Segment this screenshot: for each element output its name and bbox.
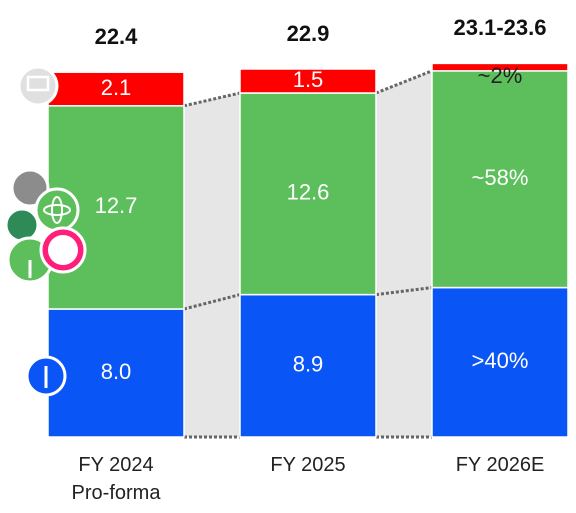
atom-glyph [51,196,63,224]
people-glyph [48,235,78,265]
value-label: ~2% [478,63,523,88]
value-label: ~58% [472,165,529,190]
connector-area [184,93,240,437]
bar-segment [239,92,377,296]
connector-line [183,91,241,108]
total-label: 22.4 [95,24,139,49]
bar-segment [47,308,185,438]
x-tick-label: FY 2026E [455,454,545,476]
bar-segment [47,71,185,107]
bar-segment [431,286,569,438]
value-label: >40% [472,348,529,373]
x-tick-label: FY 2024 Pro-forma [71,454,161,504]
bar-segment [431,62,569,72]
value-label: 8.9 [293,352,324,377]
value-label: 8.0 [101,359,132,384]
connector-area [376,70,432,437]
value-label: 2.1 [101,75,132,100]
total-label: 23.1-23.6 [454,15,547,40]
value-label: 12.7 [95,193,138,218]
value-label: 1.5 [293,67,324,92]
laptop-icon [17,65,59,107]
bar-segment [239,293,377,438]
small-icon [4,207,40,243]
bar-segment [239,68,377,94]
laptop-glyph [26,75,50,92]
bar-segment [431,70,569,289]
total-label: 22.9 [287,21,330,46]
x-tick-label: FY 2025 [270,454,346,476]
atom-glyph [43,204,71,216]
atom-icon [34,187,80,233]
connector-line [375,69,433,95]
connector-line [375,286,433,297]
marks: 8.0 12.7 2.1 22.4 8.9 12.6 1.5 22.9 >40% ~58% ~2% 2… [47,15,569,439]
value-label: 12.6 [287,180,330,205]
icons [4,65,87,397]
